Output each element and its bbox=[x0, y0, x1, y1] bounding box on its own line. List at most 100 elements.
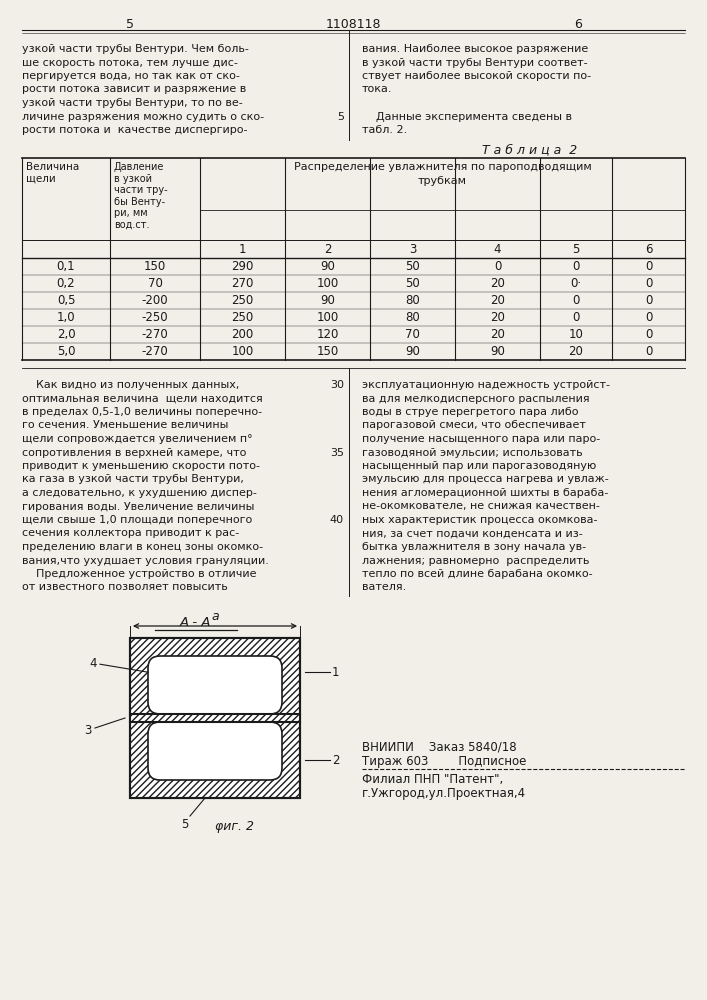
Text: 20: 20 bbox=[490, 277, 505, 290]
Text: 0: 0 bbox=[645, 277, 652, 290]
Text: Тираж 603        Подписное: Тираж 603 Подписное bbox=[362, 755, 527, 768]
Text: 2: 2 bbox=[324, 243, 332, 256]
Bar bbox=[130, 638, 300, 798]
Text: воды в струе перегретого пара либо: воды в струе перегретого пара либо bbox=[362, 407, 578, 417]
Text: 100: 100 bbox=[316, 277, 339, 290]
Text: нения агломерационной шихты в бараба-: нения агломерационной шихты в бараба- bbox=[362, 488, 609, 498]
Text: эксплуатационную надежность устройст-: эксплуатационную надежность устройст- bbox=[362, 380, 610, 390]
Text: а следовательно, к ухудшению диспер-: а следовательно, к ухудшению диспер- bbox=[22, 488, 257, 498]
Text: 0,5: 0,5 bbox=[57, 294, 75, 307]
Text: 3: 3 bbox=[85, 724, 92, 736]
Text: 0: 0 bbox=[645, 260, 652, 273]
Text: оптимальная величина  щели находится: оптимальная величина щели находится bbox=[22, 393, 263, 403]
Text: трубкам: трубкам bbox=[418, 176, 467, 186]
Text: ва для мелкодисперсного распыления: ва для мелкодисперсного распыления bbox=[362, 393, 590, 403]
Text: 5,0: 5,0 bbox=[57, 345, 75, 358]
Text: тока.: тока. bbox=[362, 85, 392, 95]
Text: 150: 150 bbox=[316, 345, 339, 358]
Text: 5: 5 bbox=[126, 18, 134, 31]
Text: 0,1: 0,1 bbox=[57, 260, 76, 273]
Text: 150: 150 bbox=[144, 260, 166, 273]
Text: ше скорость потока, тем лучше дис-: ше скорость потока, тем лучше дис- bbox=[22, 57, 238, 68]
Text: 90: 90 bbox=[405, 345, 420, 358]
Text: 0: 0 bbox=[645, 294, 652, 307]
Text: вателя.: вателя. bbox=[362, 582, 407, 592]
Text: 20: 20 bbox=[490, 311, 505, 324]
Text: 0·: 0· bbox=[571, 277, 582, 290]
Text: Филиал ПНП "Патент",: Филиал ПНП "Патент", bbox=[362, 773, 503, 786]
Text: 0: 0 bbox=[645, 345, 652, 358]
Bar bbox=[130, 714, 300, 722]
Text: лажнения; равномерно  распределить: лажнения; равномерно распределить bbox=[362, 556, 590, 566]
Text: ния, за счет подачи конденсата и из-: ния, за счет подачи конденсата и из- bbox=[362, 528, 583, 538]
Text: вания,что ухудшает условия грануляции.: вания,что ухудшает условия грануляции. bbox=[22, 556, 269, 566]
Text: 0: 0 bbox=[572, 260, 580, 273]
Text: 6: 6 bbox=[574, 18, 582, 31]
Text: Предложенное устройство в отличие: Предложенное устройство в отличие bbox=[22, 569, 257, 579]
Text: 90: 90 bbox=[490, 345, 505, 358]
Text: рости потока и  качестве диспергиро-: рости потока и качестве диспергиро- bbox=[22, 125, 247, 135]
Text: табл. 2.: табл. 2. bbox=[362, 125, 407, 135]
Text: -270: -270 bbox=[141, 328, 168, 341]
Text: 0: 0 bbox=[645, 328, 652, 341]
Text: эмульсию для процесса нагрева и увлаж-: эмульсию для процесса нагрева и увлаж- bbox=[362, 475, 609, 485]
Text: пределению влаги в конец зоны окомко-: пределению влаги в конец зоны окомко- bbox=[22, 542, 263, 552]
Text: тепло по всей длине барабана окомко-: тепло по всей длине барабана окомко- bbox=[362, 569, 592, 579]
FancyBboxPatch shape bbox=[148, 722, 282, 780]
Text: сопротивления в верхней камере, что: сопротивления в верхней камере, что bbox=[22, 448, 246, 458]
Text: насыщенный пар или парогазоводяную: насыщенный пар или парогазоводяную bbox=[362, 461, 596, 471]
Text: 4: 4 bbox=[90, 657, 97, 670]
Text: щели сопровождается увеличением п°: щели сопровождается увеличением п° bbox=[22, 434, 252, 444]
Text: Величина
щели: Величина щели bbox=[26, 162, 79, 184]
Text: получение насыщенного пара или паро-: получение насыщенного пара или паро- bbox=[362, 434, 600, 444]
Text: 50: 50 bbox=[405, 260, 420, 273]
Text: г.Ужгород,ул.Проектная,4: г.Ужгород,ул.Проектная,4 bbox=[362, 787, 526, 800]
Text: 20: 20 bbox=[490, 328, 505, 341]
Text: 100: 100 bbox=[231, 345, 254, 358]
Text: 4: 4 bbox=[493, 243, 501, 256]
Text: газоводяной эмульсии; использовать: газоводяной эмульсии; использовать bbox=[362, 448, 583, 458]
Text: 20: 20 bbox=[568, 345, 583, 358]
Text: Распределение увлажнителя по пароподводящим: Распределение увлажнителя по пароподводя… bbox=[293, 162, 591, 172]
Text: приводит к уменьшению скорости пото-: приводит к уменьшению скорости пото- bbox=[22, 461, 260, 471]
Text: ствует наиболее высокой скорости по-: ствует наиболее высокой скорости по- bbox=[362, 71, 591, 81]
Text: 70: 70 bbox=[405, 328, 420, 341]
Text: сечения коллектора приводит к рас-: сечения коллектора приводит к рас- bbox=[22, 528, 239, 538]
Text: 90: 90 bbox=[320, 260, 335, 273]
Text: личине разряжения можно судить о ско-: личине разряжения можно судить о ско- bbox=[22, 111, 264, 121]
Text: 1108118: 1108118 bbox=[325, 18, 381, 31]
Text: 250: 250 bbox=[231, 294, 254, 307]
Text: 3: 3 bbox=[409, 243, 416, 256]
Text: ВНИИПИ    Заказ 5840/18: ВНИИПИ Заказ 5840/18 bbox=[362, 741, 517, 754]
Text: гирования воды. Увеличение величины: гирования воды. Увеличение величины bbox=[22, 502, 255, 512]
Text: 70: 70 bbox=[148, 277, 163, 290]
Text: 5: 5 bbox=[572, 243, 580, 256]
Text: Т а б л и ц а  2: Т а б л и ц а 2 bbox=[482, 143, 578, 156]
Text: бытка увлажнителя в зону начала ув-: бытка увлажнителя в зону начала ув- bbox=[362, 542, 586, 552]
Text: ка газа в узкой части трубы Вентури,: ка газа в узкой части трубы Вентури, bbox=[22, 475, 244, 485]
Text: a: a bbox=[211, 610, 218, 623]
Text: 5: 5 bbox=[337, 111, 344, 121]
Text: вания. Наиболее высокое разряжение: вания. Наиболее высокое разряжение bbox=[362, 44, 588, 54]
Text: 5: 5 bbox=[180, 818, 188, 831]
Text: Давление
в узкой
части тру-
бы Венту-
ри, мм
вод.ст.: Давление в узкой части тру- бы Венту- ри… bbox=[114, 162, 168, 230]
Text: -250: -250 bbox=[141, 311, 168, 324]
Text: 80: 80 bbox=[405, 294, 420, 307]
Text: щели свыше 1,0 площади поперечного: щели свыше 1,0 площади поперечного bbox=[22, 515, 252, 525]
Text: 200: 200 bbox=[231, 328, 254, 341]
Text: 270: 270 bbox=[231, 277, 254, 290]
Text: ных характеристик процесса окомкова-: ных характеристик процесса окомкова- bbox=[362, 515, 597, 525]
Text: 0,2: 0,2 bbox=[57, 277, 76, 290]
Text: в пределах 0,5-1,0 величины поперечно-: в пределах 0,5-1,0 величины поперечно- bbox=[22, 407, 262, 417]
Text: 0: 0 bbox=[645, 311, 652, 324]
Text: 120: 120 bbox=[316, 328, 339, 341]
Text: в узкой части трубы Вентури соответ-: в узкой части трубы Вентури соответ- bbox=[362, 57, 588, 68]
Text: 90: 90 bbox=[320, 294, 335, 307]
Text: 10: 10 bbox=[568, 328, 583, 341]
Text: -200: -200 bbox=[141, 294, 168, 307]
Text: 2,0: 2,0 bbox=[57, 328, 76, 341]
Text: 0: 0 bbox=[572, 311, 580, 324]
Text: -270: -270 bbox=[141, 345, 168, 358]
Text: не-окомкователе, не снижая качествен-: не-окомкователе, не снижая качествен- bbox=[362, 502, 600, 512]
Text: 1: 1 bbox=[239, 243, 246, 256]
